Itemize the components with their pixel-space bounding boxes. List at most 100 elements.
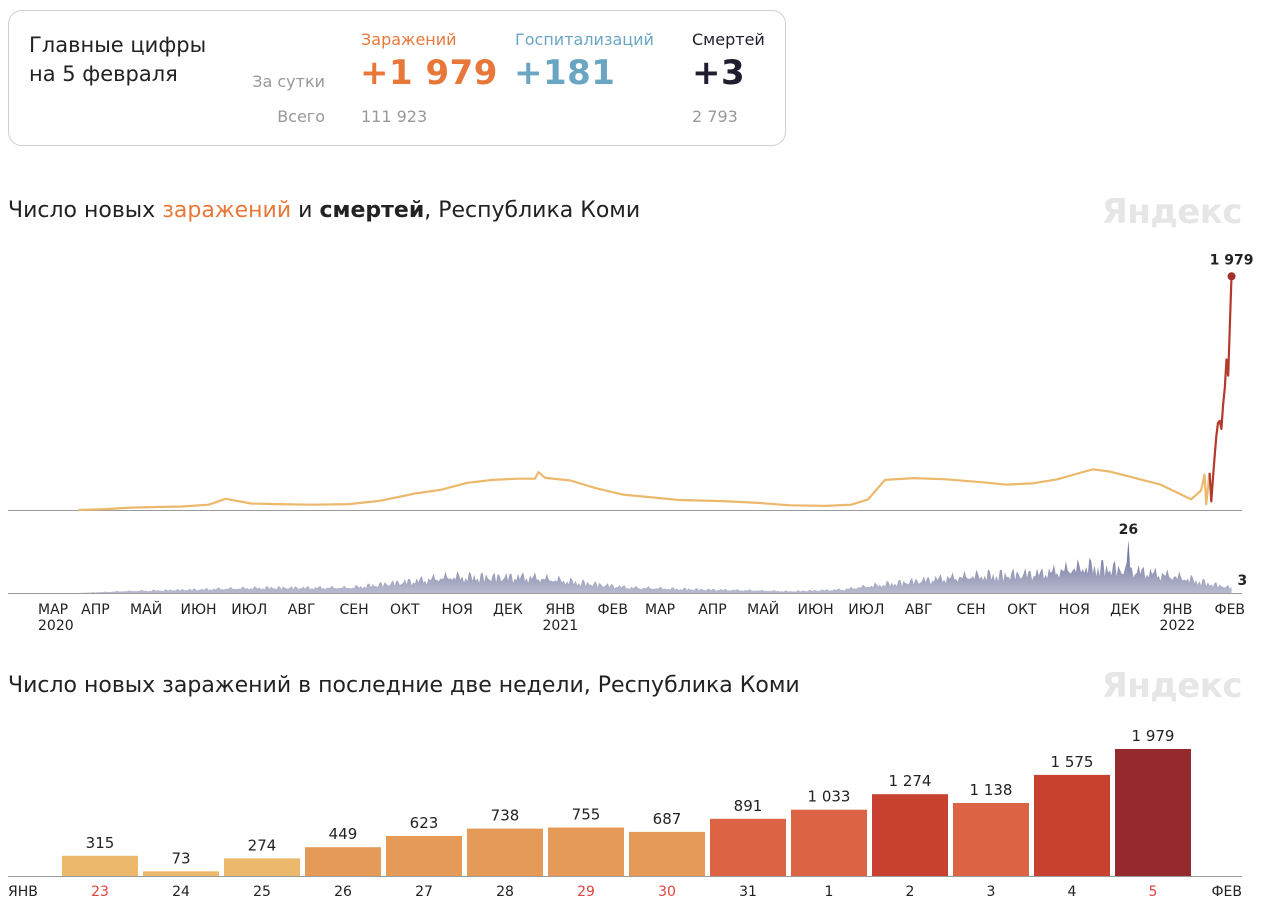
infections-line-recent bbox=[1208, 276, 1233, 503]
per-day-label: За сутки bbox=[252, 72, 325, 91]
deaths-peak-label: 26 bbox=[1119, 522, 1138, 538]
bar-value-label: 1 033 bbox=[808, 788, 851, 806]
infections-deaths-chart: 1 979 26 3 МАР АПР МАЙ ИЮН ИЮЛ АВГ СЕН ОКТ НОЯ ДЕК ЯН… bbox=[8, 252, 1254, 634]
bar-start-month-label: ЯНВ bbox=[8, 884, 38, 900]
month-label: ДЕК bbox=[493, 602, 523, 618]
month-label: НОЯ bbox=[1059, 602, 1090, 618]
chart2-title: Число новых заражений в последние две не… bbox=[8, 673, 800, 698]
bar-1 bbox=[791, 809, 867, 876]
month-label: ОКТ bbox=[1007, 602, 1037, 618]
month-label: МАР bbox=[38, 602, 68, 618]
bar-27 bbox=[386, 836, 462, 876]
month-label: АПР bbox=[81, 602, 110, 618]
bar-day-label: 5 bbox=[1149, 884, 1158, 900]
month-label: ЯНВ bbox=[545, 602, 575, 618]
summary-title-line2: на 5 февраля bbox=[29, 62, 178, 86]
bar-value-label: 1 138 bbox=[970, 781, 1013, 799]
bar-day-label: 30 bbox=[658, 884, 676, 900]
bar-day-label: 23 bbox=[91, 884, 109, 900]
bar-26 bbox=[305, 847, 381, 876]
bar-value-label: 891 bbox=[734, 797, 763, 815]
bar-value-label: 1 274 bbox=[889, 772, 932, 790]
bar-value-label: 1 979 bbox=[1132, 727, 1175, 745]
bar-23 bbox=[62, 855, 138, 876]
chart1-title-suffix: , Республика Коми bbox=[424, 198, 641, 223]
bar-value-label: 687 bbox=[653, 810, 682, 828]
infections-value: +1 979 bbox=[360, 53, 498, 93]
summary-title: Главные цифры на 5 февраля bbox=[29, 31, 249, 89]
month-label: ИЮЛ bbox=[848, 602, 884, 618]
bar-25 bbox=[224, 858, 300, 876]
month-label: ДЕК bbox=[1110, 602, 1140, 618]
month-label: АВГ bbox=[288, 602, 316, 618]
chart1-title-infections: заражений bbox=[162, 198, 292, 223]
bar-3 bbox=[953, 803, 1029, 876]
bar-day-label: 26 bbox=[334, 884, 352, 900]
deaths-value: +3 bbox=[692, 53, 746, 93]
bar-day-label: 28 bbox=[496, 884, 514, 900]
bar-4 bbox=[1034, 774, 1110, 876]
month-label: МАЙ bbox=[747, 600, 779, 618]
month-label: ФЕВ bbox=[1215, 602, 1246, 618]
deaths-area bbox=[78, 540, 1232, 593]
bar-31 bbox=[710, 818, 786, 876]
infections-label: Заражений bbox=[361, 30, 457, 49]
bar-day-label: 27 bbox=[415, 884, 433, 900]
month-label: ИЮЛ bbox=[231, 602, 267, 618]
year-label: 2022 bbox=[1160, 618, 1196, 634]
bar-day-label: 4 bbox=[1068, 884, 1077, 900]
summary-title-line1: Главные цифры bbox=[29, 33, 207, 57]
bar-value-label: 755 bbox=[572, 806, 601, 824]
month-label: НОЯ bbox=[442, 602, 473, 618]
summary-card: Главные цифры на 5 февраля За сутки Всег… bbox=[8, 10, 786, 146]
month-label: АПР bbox=[698, 602, 727, 618]
bar-day-label: 25 bbox=[253, 884, 271, 900]
bar-value-label: 449 bbox=[329, 825, 358, 843]
total-label: Всего bbox=[277, 107, 325, 126]
two-weeks-bar-chart: 3152373242742544926623277382875529687308… bbox=[8, 727, 1242, 900]
bar-end-month-label: ФЕВ bbox=[1211, 884, 1242, 900]
bar-day-label: 3 bbox=[987, 884, 996, 900]
bar-24 bbox=[143, 871, 219, 876]
chart1-title-prefix: Число новых bbox=[8, 198, 163, 223]
bar-value-label: 73 bbox=[171, 849, 190, 867]
bar-day-label: 29 bbox=[577, 884, 595, 900]
deaths-label: Смертей bbox=[692, 30, 765, 49]
year-label: 2020 bbox=[38, 618, 74, 634]
chart1-title-middle: и bbox=[291, 198, 320, 223]
bar-value-label: 623 bbox=[410, 814, 439, 832]
bar-30 bbox=[629, 831, 705, 876]
bar-29 bbox=[548, 827, 624, 876]
bar-value-label: 738 bbox=[491, 807, 520, 825]
month-label: СЕН bbox=[957, 602, 986, 618]
month-label: МАР bbox=[645, 602, 675, 618]
bar-day-label: 24 bbox=[172, 884, 190, 900]
bar-28 bbox=[467, 828, 543, 876]
infections-total: 111 923 bbox=[361, 107, 428, 126]
bar-value-label: 315 bbox=[86, 834, 115, 852]
month-label: ИЮН bbox=[180, 602, 216, 618]
bar-value-label: 1 575 bbox=[1051, 753, 1094, 771]
deaths-total: 2 793 bbox=[692, 107, 738, 126]
infections-last-point bbox=[1227, 272, 1236, 281]
month-label: ЯНВ bbox=[1162, 602, 1192, 618]
bar-value-label: 274 bbox=[248, 836, 277, 854]
month-label: АВГ bbox=[905, 602, 933, 618]
infections-line bbox=[78, 468, 1211, 512]
month-label: СЕН bbox=[339, 602, 368, 618]
hospitalizations-value: +181 bbox=[514, 53, 616, 93]
infections-last-label: 1 979 bbox=[1210, 252, 1254, 268]
month-label: МАЙ bbox=[130, 600, 162, 618]
chart1-watermark: Яндекс bbox=[1101, 192, 1243, 232]
bar-day-label: 31 bbox=[739, 884, 757, 900]
chart1-title-deaths: смертей bbox=[319, 198, 425, 223]
bar-day-label: 2 bbox=[906, 884, 915, 900]
month-label: ОКТ bbox=[390, 602, 420, 618]
hospitalizations-label: Госпитализаций bbox=[515, 30, 654, 49]
bar-2 bbox=[872, 794, 948, 876]
bar-day-label: 1 bbox=[825, 884, 834, 900]
deaths-last-label: 3 bbox=[1238, 573, 1248, 589]
chart1-title: Число новых заражений и смертей, Республ… bbox=[8, 198, 640, 223]
bar-5 bbox=[1115, 749, 1191, 876]
month-label: ФЕВ bbox=[597, 602, 628, 618]
